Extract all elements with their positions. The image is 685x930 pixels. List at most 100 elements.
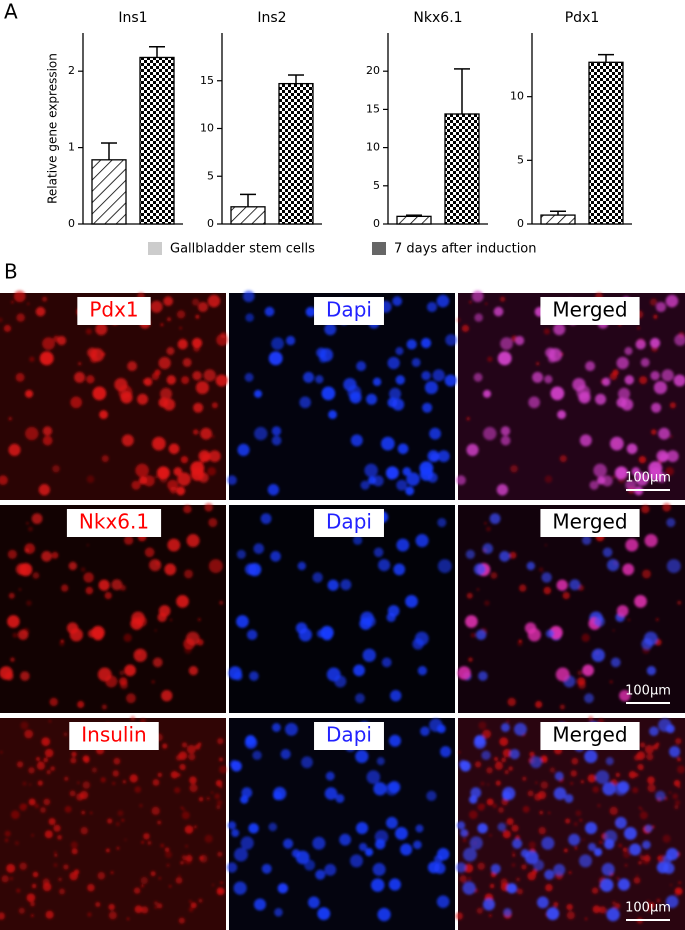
red-signal	[216, 799, 223, 806]
red-signal	[178, 874, 181, 877]
nucleus	[208, 517, 218, 528]
nucleus	[589, 480, 599, 490]
red-signal	[559, 704, 565, 710]
red-signal	[553, 901, 559, 908]
nucleus	[133, 648, 147, 662]
nucleus	[177, 339, 188, 350]
nucleus	[541, 572, 552, 583]
red-signal	[60, 584, 69, 592]
red-signal	[570, 781, 574, 785]
red-signal	[8, 416, 12, 421]
red-signal	[662, 502, 672, 512]
nucleus	[366, 770, 381, 784]
nucleus	[582, 664, 594, 677]
nucleus	[215, 374, 228, 387]
red-signal	[510, 464, 518, 473]
nucleus	[415, 824, 424, 833]
nucleus	[152, 657, 163, 668]
red-signal	[85, 328, 92, 335]
nucleus	[17, 629, 29, 641]
red-signal	[48, 817, 56, 826]
red-signal	[678, 881, 682, 885]
nucleus	[541, 836, 555, 850]
nucleus	[635, 472, 649, 486]
cells	[227, 290, 458, 496]
red-signal	[143, 832, 150, 840]
red-signal	[218, 889, 222, 893]
nucleus	[530, 756, 542, 769]
nucleus	[92, 386, 107, 401]
nucleus	[56, 335, 67, 346]
red-signal	[577, 670, 583, 676]
nucleus	[634, 595, 647, 608]
red-signal	[609, 680, 613, 684]
bar	[91, 159, 127, 225]
bar	[588, 61, 624, 225]
red-signal	[486, 766, 493, 774]
nucleus	[261, 863, 272, 874]
nucleus	[285, 335, 296, 346]
nucleus	[395, 827, 408, 840]
red-signal	[563, 848, 568, 853]
image-label: Merged	[552, 510, 627, 534]
bar	[444, 113, 480, 225]
red-signal	[516, 877, 521, 882]
red-signal	[50, 766, 56, 772]
nucleus	[602, 782, 616, 796]
nucleus	[532, 371, 544, 383]
red-signal	[469, 300, 472, 304]
nucleus	[388, 878, 402, 891]
red-signal	[206, 796, 210, 801]
red-signal	[535, 781, 538, 784]
nucleus	[271, 435, 282, 446]
image-label: Nkx6.1	[79, 510, 149, 534]
red-signal	[516, 888, 524, 895]
red-signal	[16, 888, 21, 893]
red-signal	[219, 600, 224, 605]
red-signal	[53, 863, 58, 867]
nucleus	[197, 301, 209, 313]
red-signal	[466, 592, 473, 599]
nucleus	[253, 898, 267, 911]
red-signal	[14, 841, 19, 846]
red-signal	[19, 862, 28, 871]
red-signal	[129, 774, 138, 783]
nucleus	[445, 334, 458, 346]
nucleus	[578, 854, 592, 868]
red-signal	[101, 704, 107, 710]
red-signal	[476, 588, 480, 591]
nucleus	[601, 862, 615, 876]
nucleus	[8, 443, 21, 456]
nucleus	[426, 790, 437, 801]
red-signal	[627, 618, 631, 622]
red-signal	[677, 600, 682, 605]
red-signal	[24, 729, 34, 739]
red-signal	[183, 767, 186, 770]
nucleus	[356, 361, 367, 372]
red-signal	[71, 751, 77, 757]
red-signal	[82, 755, 90, 763]
chart-title: Ins1	[118, 10, 147, 26]
nucleus	[38, 484, 51, 496]
micrograph: Nkx6.1	[0, 502, 226, 713]
cells	[455, 290, 685, 496]
nucleus	[176, 486, 186, 496]
red-signal	[669, 402, 676, 409]
red-signal	[107, 818, 113, 824]
red-signal	[459, 875, 467, 883]
nucleus	[631, 467, 641, 476]
nucleus	[400, 843, 413, 856]
red-signal	[508, 766, 514, 772]
nucleus	[609, 436, 624, 451]
red-signal	[190, 902, 197, 909]
red-signal	[501, 798, 509, 806]
image-background	[0, 293, 226, 500]
nucleus	[137, 393, 149, 405]
nucleus	[579, 434, 592, 447]
nucleus	[550, 386, 565, 401]
red-signal	[9, 876, 14, 881]
nucleus	[242, 290, 255, 303]
red-signal	[498, 806, 505, 813]
nucleus	[241, 787, 253, 799]
red-signal	[639, 376, 648, 385]
